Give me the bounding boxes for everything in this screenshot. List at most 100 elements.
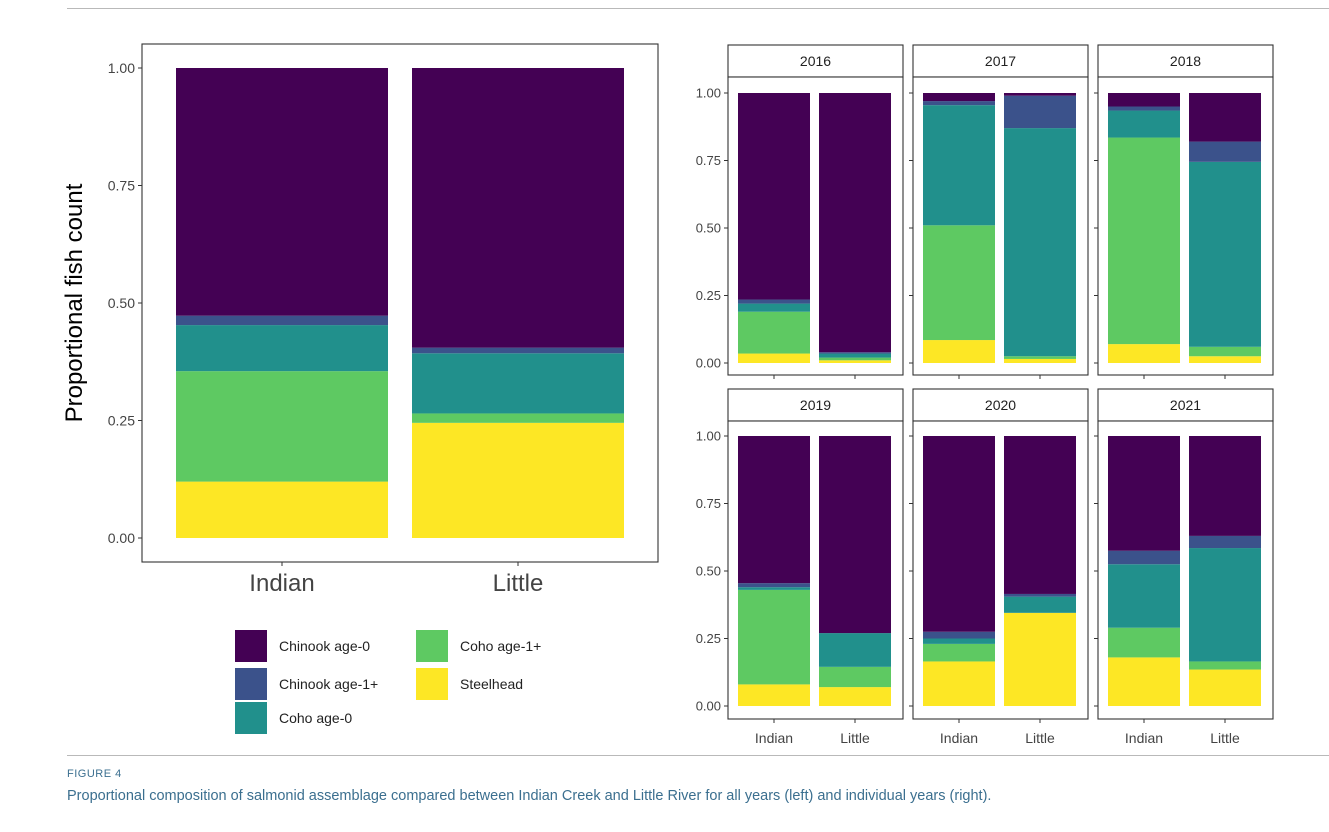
facet-2019-bar-indian-chinook-age-0 — [738, 436, 810, 584]
facet-2016-y-tick-label: 0.25 — [696, 288, 721, 303]
facet-2019-bar-indian-steelhead — [738, 684, 810, 706]
overall-bar-indian-coho-age-0 — [176, 325, 388, 372]
facet-2020-bar-little-steelhead — [1004, 612, 1076, 706]
overall-bar-indian-coho-age-1 — [176, 371, 388, 482]
facet-2020-bar-indian-chinook-age-0 — [923, 436, 995, 632]
facet-2020-bar-indian-steelhead — [923, 661, 995, 706]
facet-2016-y-tick-label: 1.00 — [696, 86, 721, 101]
facet-2018-bar-indian-steelhead — [1108, 344, 1180, 363]
facet-2018-strip — [1097, 44, 1274, 78]
facet-2016-bar-indian-chinook-age-0 — [738, 93, 810, 300]
facet-2017-bar-little-steelhead — [1004, 358, 1076, 363]
facet-2018-bar-indian-chinook-age-1 — [1108, 106, 1180, 111]
facet-2017-bar-indian-chinook-age-0 — [923, 93, 995, 102]
facet-2016-bar-indian-chinook-age-1 — [738, 299, 810, 304]
facet-2021-x-tick-label-little: Little — [1210, 730, 1240, 746]
overall-bar-indian-steelhead — [176, 481, 388, 538]
facet-2019-x-tick-label-indian: Indian — [755, 730, 793, 746]
overall-y-tick-label: 0.00 — [108, 530, 135, 546]
facet-2019-bar-little-chinook-age-0 — [819, 436, 891, 634]
overall-bar-little-chinook-age-0 — [412, 68, 624, 348]
legend-label-coho-age-0: Coho age-0 — [279, 710, 352, 726]
facet-2017-bar-little-coho-age-0 — [1004, 128, 1076, 357]
legend-label-coho-age-1: Coho age-1+ — [460, 638, 541, 654]
facet-2019-bar-indian-chinook-age-1 — [738, 583, 810, 588]
facet-2017-strip-title: 2017 — [985, 53, 1016, 69]
facet-2020-panel-border — [912, 420, 1089, 720]
facet-2019-bar-little-coho-age-0 — [819, 633, 891, 667]
facet-2016-y-tick-label: 0.00 — [696, 356, 721, 371]
facet-2021-bar-little-chinook-age-0 — [1189, 436, 1261, 536]
overall-x-tick-label-little: Little — [493, 570, 544, 597]
overall-y-tick-label: 0.25 — [108, 413, 135, 429]
facet-2016-strip-title: 2016 — [800, 53, 831, 69]
overall-bar-indian-chinook-age-1 — [176, 315, 388, 326]
facet-2020-bar-indian-coho-age-1 — [923, 643, 995, 662]
legend-swatch-chinook-age-0 — [235, 630, 267, 662]
facet-2021-bar-indian-coho-age-0 — [1108, 564, 1180, 628]
facet-2019-bar-little-coho-age-1 — [819, 666, 891, 688]
legend-label-chinook-age-1: Chinook age-1+ — [279, 676, 378, 692]
facet-2017-bar-little-chinook-age-1 — [1004, 95, 1076, 129]
facet-2019-strip — [727, 388, 904, 422]
facet-2019-strip-title: 2019 — [800, 397, 831, 413]
facet-2018-bar-little-coho-age-1 — [1189, 346, 1261, 357]
facet-2016-y-tick-label: 0.75 — [696, 153, 721, 168]
overall-x-tick-label-indian: Indian — [249, 570, 314, 597]
legend-swatch-coho-age-0 — [235, 702, 267, 734]
facet-2020-bar-little-coho-age-0 — [1004, 596, 1076, 613]
facet-2018-panel-border — [1097, 76, 1274, 376]
legend-swatch-chinook-age-1 — [235, 668, 267, 700]
overall-bar-indian-chinook-age-0 — [176, 68, 388, 316]
facet-2017-bar-indian-steelhead — [923, 340, 995, 363]
top-rule — [67, 8, 1329, 9]
legend-swatch-coho-age-1 — [416, 630, 448, 662]
overall-y-tick-label: 1.00 — [108, 60, 135, 76]
facet-2016-bar-little-steelhead — [819, 360, 891, 363]
facet-2020-x-tick-label-indian: Indian — [940, 730, 978, 746]
facet-2018-bar-indian-coho-age-0 — [1108, 110, 1180, 138]
facet-2021-bar-little-coho-age-0 — [1189, 548, 1261, 662]
facet-2021-panel-border — [1097, 420, 1274, 720]
facet-2019-y-tick-label: 0.25 — [696, 631, 721, 646]
facet-2020-strip-title: 2020 — [985, 397, 1016, 413]
facet-2020-bar-little-chinook-age-1 — [1004, 593, 1076, 597]
facet-2021-strip-title: 2021 — [1170, 397, 1201, 413]
facet-2019-panel-border — [727, 420, 904, 720]
facet-2016-strip — [727, 44, 904, 78]
facet-2020-bar-indian-chinook-age-1 — [923, 631, 995, 639]
facet-2016-panel-border — [727, 76, 904, 376]
facet-2018-bar-indian-chinook-age-0 — [1108, 93, 1180, 107]
facet-2017-bar-indian-coho-age-0 — [923, 105, 995, 226]
facet-2016-bar-indian-coho-age-1 — [738, 311, 810, 354]
facet-2016-y-tick-label: 0.50 — [696, 221, 721, 236]
facet-2016-bar-little-chinook-age-0 — [819, 93, 891, 353]
facet-2020-bar-indian-coho-age-0 — [923, 638, 995, 644]
facet-2018-bar-indian-coho-age-1 — [1108, 137, 1180, 345]
facet-2019-bar-indian-coho-age-1 — [738, 589, 810, 685]
facet-2019-bar-little-steelhead — [819, 687, 891, 706]
legend-label-chinook-age-0: Chinook age-0 — [279, 638, 370, 654]
facet-2021-bar-indian-chinook-age-1 — [1108, 550, 1180, 565]
facet-2021-bar-indian-chinook-age-0 — [1108, 436, 1180, 551]
facet-2020-bar-little-chinook-age-0 — [1004, 436, 1076, 594]
overall-y-tick-label: 0.50 — [108, 295, 135, 311]
facet-2019-y-tick-label: 0.00 — [696, 699, 721, 714]
facet-2019-y-tick-label: 1.00 — [696, 429, 721, 444]
overall-bar-little-steelhead — [412, 422, 624, 538]
facet-2020-x-tick-label-little: Little — [1025, 730, 1055, 746]
overall-bar-little-coho-age-0 — [412, 353, 624, 414]
facet-2020-strip — [912, 388, 1089, 422]
facet-2018-bar-little-chinook-age-1 — [1189, 141, 1261, 162]
facet-2018-strip-title: 2018 — [1170, 53, 1201, 69]
facet-2021-bar-indian-coho-age-1 — [1108, 627, 1180, 658]
facet-2019-y-tick-label: 0.75 — [696, 496, 721, 511]
facet-2017-bar-little-chinook-age-0 — [1004, 93, 1076, 96]
facet-2017-bar-indian-coho-age-1 — [923, 225, 995, 341]
facet-2021-bar-little-steelhead — [1189, 669, 1261, 706]
facet-2016-bar-little-coho-age-0 — [819, 353, 891, 358]
facet-2018-bar-little-chinook-age-0 — [1189, 93, 1261, 142]
facet-2019-x-tick-label-little: Little — [840, 730, 870, 746]
facet-2016-bar-indian-coho-age-0 — [738, 303, 810, 312]
